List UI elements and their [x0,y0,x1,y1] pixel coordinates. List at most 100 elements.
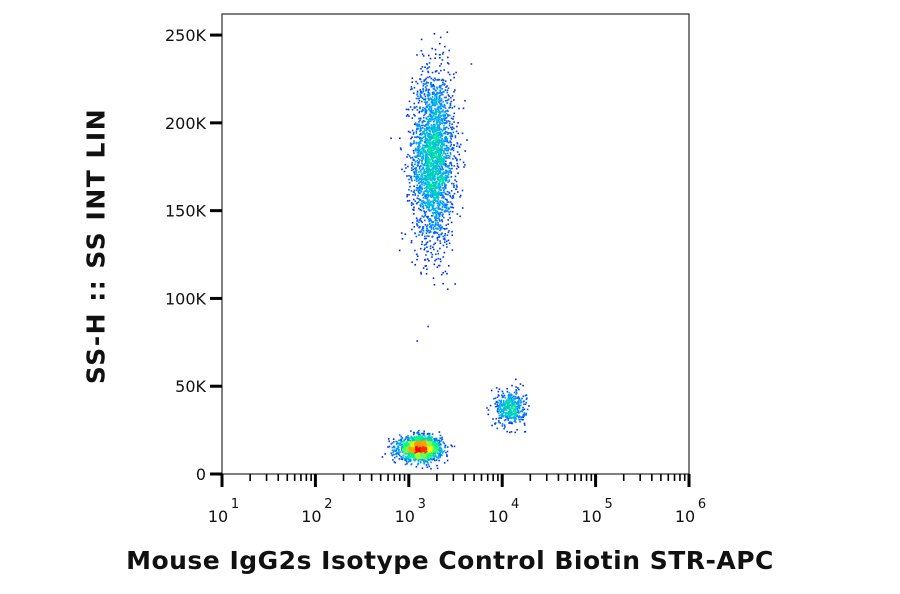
scatter-point [443,150,445,152]
scatter-point [436,149,438,151]
scatter-point [451,164,453,167]
scatter-point [426,217,429,219]
scatter-point [456,186,458,188]
scatter-point [429,155,432,158]
scatter-point [429,113,432,116]
scatter-point [437,157,440,159]
scatter-point [432,190,435,192]
scatter-point [497,394,500,396]
scatter-point [435,170,437,172]
scatter-point [503,414,505,417]
scatter-point [410,463,412,466]
scatter-point [423,457,425,460]
scatter-point [437,79,439,81]
scatter-point [430,107,433,109]
scatter-point [453,144,455,147]
scatter-point [449,217,451,219]
scatter-point [450,141,452,144]
scatter-point [448,165,450,167]
scatter-point [450,172,452,174]
scatter-point [523,413,526,416]
scatter-point [504,407,507,410]
scatter-point [436,97,438,99]
scatter-point [517,396,520,398]
scatter-point [437,443,440,446]
scatter-point [424,212,426,214]
scatter-point [423,192,425,195]
scatter-point [433,162,435,165]
scatter-point [430,224,433,227]
scatter-point [514,417,517,419]
scatter-point [445,86,447,88]
scatter-point [432,143,434,146]
scatter-point [415,80,417,83]
scatter-point [407,444,410,447]
scatter-point [448,179,451,181]
scatter-point [428,437,431,439]
scatter-point [393,446,396,448]
scatter-point [437,208,440,210]
scatter-point [434,227,437,230]
scatter-point [444,156,447,159]
scatter-point [427,200,429,203]
scatter-point [444,172,446,174]
scatter-point [504,426,506,428]
scatter-point [430,83,432,86]
scatter-point [410,437,412,439]
scatter-point [420,178,422,180]
scatter-point [395,443,398,445]
scatter-point [426,118,428,120]
scatter-point [413,140,415,142]
scatter-point [418,173,421,176]
scatter-point [424,170,426,173]
scatter-point [408,194,410,196]
scatter-point [422,216,425,218]
scatter-point [411,454,413,456]
scatter-point [431,173,433,176]
scatter-point [427,181,430,183]
scatter-point [436,237,439,240]
scatter-point [491,424,493,427]
scatter-point [432,135,434,137]
scatter-point [427,139,429,141]
scatter-point [414,458,416,460]
scatter-point [424,137,427,139]
scatter-point [435,135,438,138]
scatter-point [436,212,439,214]
scatter-point [410,442,412,444]
scatter-point [428,447,431,449]
scatter-point [435,94,438,96]
scatter-point [425,265,427,267]
scatter-point [419,192,421,195]
scatter-point [425,82,428,85]
scatter-point [440,132,443,135]
scatter-point [518,411,521,414]
scatter-point [422,116,425,119]
scatter-point [504,402,507,405]
scatter-point [423,201,426,203]
scatter-point [395,453,397,455]
scatter-point [443,188,446,191]
scatter-point [407,448,409,451]
scatter-point [514,404,516,406]
scatter-point [507,417,510,420]
scatter-point [502,415,504,417]
scatter-point [426,63,428,65]
scatter-point [398,439,400,442]
scatter-point [423,447,426,449]
scatter-point [429,195,432,197]
scatter-point [416,219,419,221]
scatter-point [415,173,418,176]
scatter-point [426,143,428,145]
scatter-point [438,214,441,216]
scatter-point [440,135,442,137]
scatter-point [429,240,431,242]
scatter-point [425,460,427,463]
scatter-point [430,209,432,212]
scatter-point [439,192,442,194]
scatter-point [422,458,424,460]
scatter-point [432,195,435,198]
scatter-point [437,161,440,163]
scatter-point [426,93,429,96]
scatter-point [489,404,492,407]
